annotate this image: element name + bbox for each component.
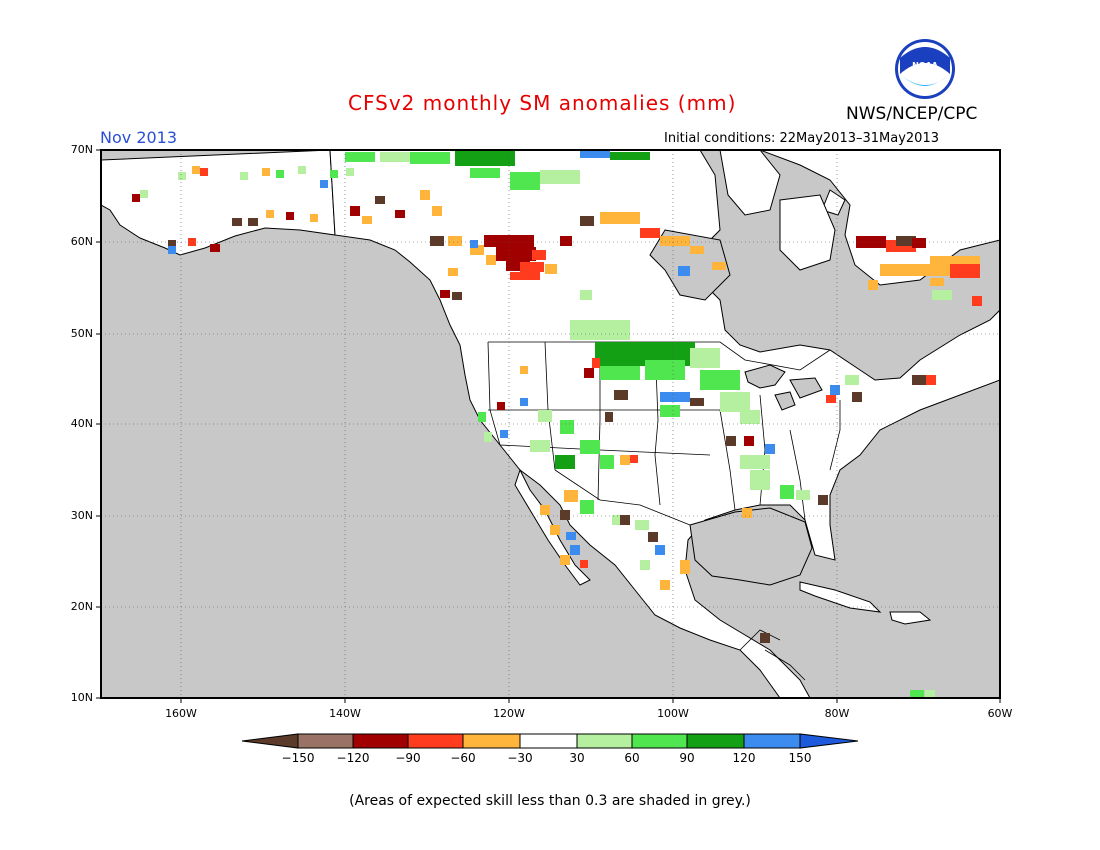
colorbar-label-m120: −120 [336,751,370,765]
lon-label-100w: 100W [657,707,689,720]
arctic-island-west [719,150,781,216]
great-lakes [744,364,823,411]
lat-label-40n: 40N [70,417,93,430]
lat-label-10n: 10N [70,691,93,704]
colorbar-segment-60-90 [631,733,688,749]
hispaniola [889,611,932,625]
greenland [759,150,1000,286]
lat-label-60n: 60N [70,235,93,248]
lat-label-70n: 70N [70,143,93,156]
agency-label: NWS/NCEP/CPC [846,104,978,124]
colorbar-label-m90: −90 [395,751,421,765]
cuba [799,581,882,613]
baffin-island [779,194,836,271]
lon-label-120w: 120W [493,707,525,720]
colorbar-segment-120-150 [743,733,801,749]
hudson-bay [649,229,731,301]
colorbar-segment-m60-m30 [462,733,521,749]
colorbar-label-30: 30 [569,751,585,765]
anomaly-pixels [132,150,982,698]
colorbar-label-150: 150 [788,751,812,765]
colorbar-segment-m30-30 [519,733,578,749]
colorbar-label-m60: −60 [450,751,476,765]
colorbar-label-120: 120 [732,751,756,765]
svg-text:NOAA: NOAA [912,61,938,70]
colorbar-segment-30-60 [576,733,633,749]
forecast-month: Nov 2013 [100,128,178,147]
colorbar-segment-m120-m90 [352,733,409,749]
lon-label-160w: 160W [165,707,197,720]
skill-footnote: (Areas of expected skill less than 0.3 a… [349,793,751,809]
lat-label-30n: 30N [70,509,93,522]
lat-label-50n: 50N [70,327,93,340]
colorbar-segment-lt-150 [241,733,299,749]
colorbar-segment-gt-150 [799,733,859,749]
colorbar-segment-90-120 [686,733,745,749]
graticule [101,150,1000,698]
lat-label-20n: 20N [70,600,93,613]
colorbar [241,733,859,749]
map-title: CFSv2 monthly SM anomalies (mm) [348,91,737,115]
initial-conditions: Initial conditions: 22May2013–31May2013 [664,131,939,146]
lon-label-80w: 80W [824,707,850,720]
lon-label-140w: 140W [329,707,361,720]
colorbar-label-m150: −150 [281,751,315,765]
noaa-logo: NOAA [895,39,955,99]
colorbar-segment-m150-m120 [297,733,354,749]
colorbar-label-60: 60 [624,751,640,765]
colorbar-label-90: 90 [679,751,695,765]
lon-label-60w: 60W [987,707,1013,720]
arctic-island-east [821,189,846,216]
colorbar-segment-m90-m60 [407,733,464,749]
colorbar-label-m30: −30 [507,751,533,765]
gulf-of-mexico [689,507,813,586]
tick-marks [96,149,1001,703]
